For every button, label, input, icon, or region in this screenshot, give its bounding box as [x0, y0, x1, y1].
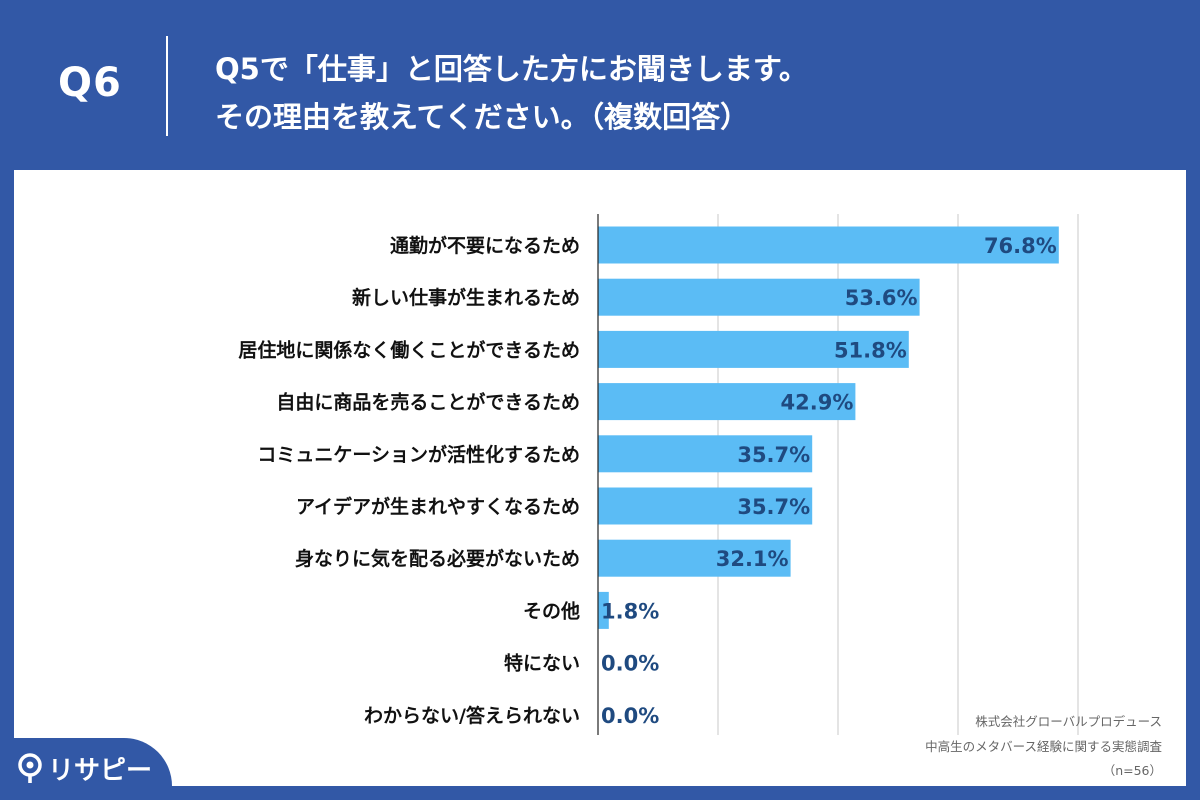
category-label: 身なりに気を配る必要がないため [295, 547, 580, 570]
data-label: 1.8% [601, 599, 659, 623]
bar [598, 330, 909, 368]
header: Q6 Q5で「仕事」と回答した方にお聞きします。 その理由を教えてください。（複… [0, 0, 1200, 170]
data-label: 35.7% [737, 495, 810, 519]
pin-icon [18, 753, 42, 783]
question-number: Q6 [58, 60, 122, 106]
data-label: 35.7% [737, 443, 810, 467]
bar [598, 487, 813, 525]
bar-chart: 通勤が不要になるため 76.8% 新しい仕事が生まれるため 53.6% 居住地に関係なく… [238, 214, 1079, 735]
question-text-line2: その理由を教えてください。（複数回答） [215, 100, 750, 134]
bar [598, 278, 920, 316]
category-label: 通勤が不要になるため [390, 234, 580, 257]
bar [598, 383, 856, 421]
category-label: 自由に商品を売ることができるため [276, 391, 580, 414]
source-survey: 中高生のメタバース経験に関する実態調査 [925, 739, 1162, 754]
data-label: 32.1% [716, 547, 789, 571]
bar [598, 435, 813, 473]
data-label: 0.0% [601, 704, 659, 728]
data-label: 76.8% [984, 234, 1057, 258]
logo: リサピー [0, 738, 172, 800]
category-label: その他 [523, 599, 580, 622]
sample-size: （n=56） [1102, 763, 1162, 778]
header-divider [166, 36, 168, 136]
chart-panel: 通勤が不要になるため 76.8% 新しい仕事が生まれるため 53.6% 居住地に関係なく… [14, 170, 1186, 786]
data-label: 42.9% [781, 391, 854, 415]
question-text-line1: Q5で「仕事」と回答した方にお聞きします。 [215, 52, 808, 86]
category-label: コミュニケーションが活性化するため [257, 443, 580, 466]
bar [598, 539, 791, 577]
category-label: 居住地に関係なく働くことができるため [238, 338, 580, 361]
data-label: 0.0% [601, 652, 659, 676]
bar [598, 591, 609, 629]
category-label: アイデアが生まれやすくなるため [296, 495, 580, 518]
bar [598, 226, 1059, 264]
data-label: 53.6% [845, 286, 918, 310]
category-label: 新しい仕事が生まれるため [352, 286, 580, 309]
data-label: 51.8% [834, 338, 907, 362]
category-label: わからない/答えられない [364, 704, 580, 727]
source-company: 株式会社グローバルプロデュース [975, 714, 1162, 729]
logo-text: リサピー [48, 756, 153, 786]
category-label: 特にない [504, 653, 580, 675]
